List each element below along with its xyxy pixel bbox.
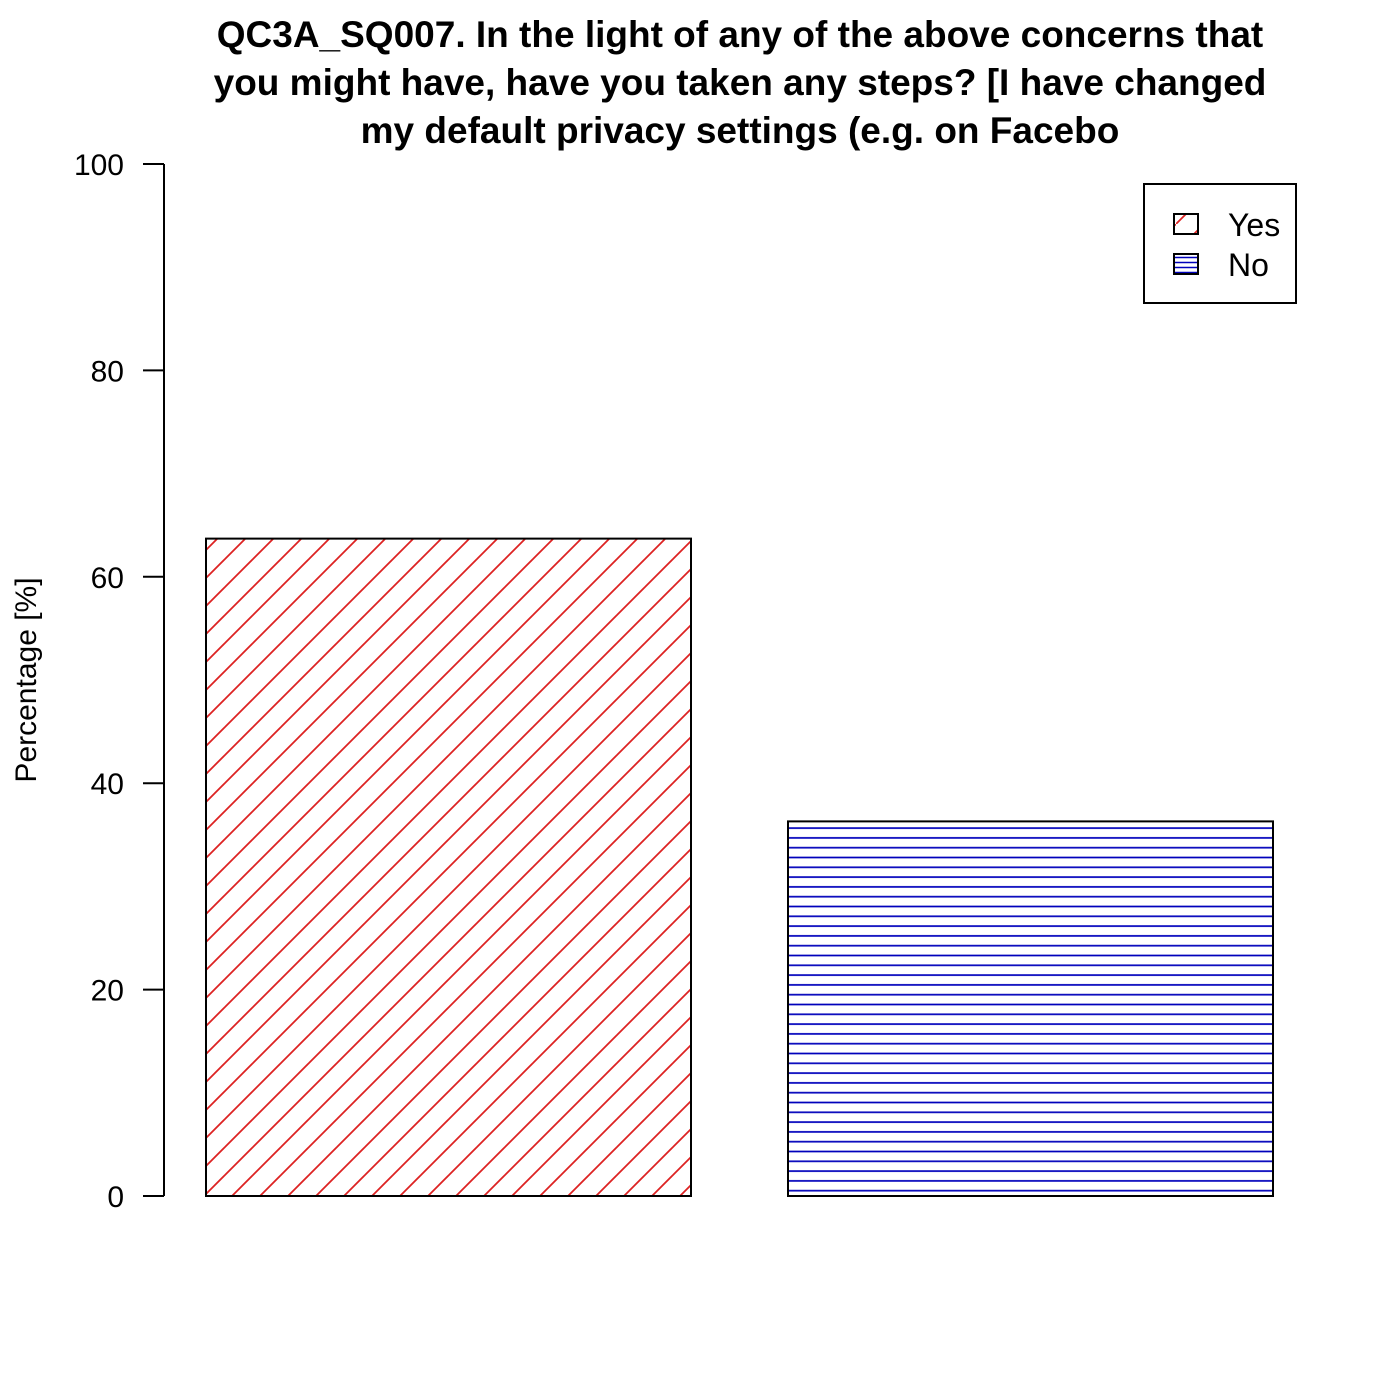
y-axis-label: Percentage [%] [10, 577, 43, 782]
bars [205, 537, 1274, 1197]
chart-title-line-3: my default privacy settings (e.g. on Fac… [361, 110, 1120, 151]
y-tick-label-20: 20 [91, 975, 124, 1008]
y-tick-label-0: 0 [107, 1181, 124, 1214]
legend-swatch-yes [1173, 213, 1199, 235]
legend-swatch-no [1173, 253, 1199, 275]
y-tick-label-40: 40 [91, 768, 124, 801]
y-tick-label-100: 100 [74, 149, 124, 182]
y-tick-label-80: 80 [91, 355, 124, 388]
chart-title-line-2: you might have, have you taken any steps… [214, 62, 1267, 103]
bar-no [787, 820, 1274, 1197]
legend: Yes No [1143, 183, 1297, 304]
legend-box [1143, 183, 1297, 304]
bar-yes [205, 537, 692, 1197]
legend-label-yes: Yes [1228, 207, 1280, 243]
y-tick-label-60: 60 [91, 562, 124, 595]
chart-title-line-1: QC3A_SQ007. In the light of any of the a… [217, 14, 1263, 55]
y-axis: 0 20 40 60 80 100 [74, 149, 165, 1214]
legend-label-no: No [1228, 247, 1269, 283]
chart-title: QC3A_SQ007. In the light of any of the a… [214, 14, 1267, 151]
